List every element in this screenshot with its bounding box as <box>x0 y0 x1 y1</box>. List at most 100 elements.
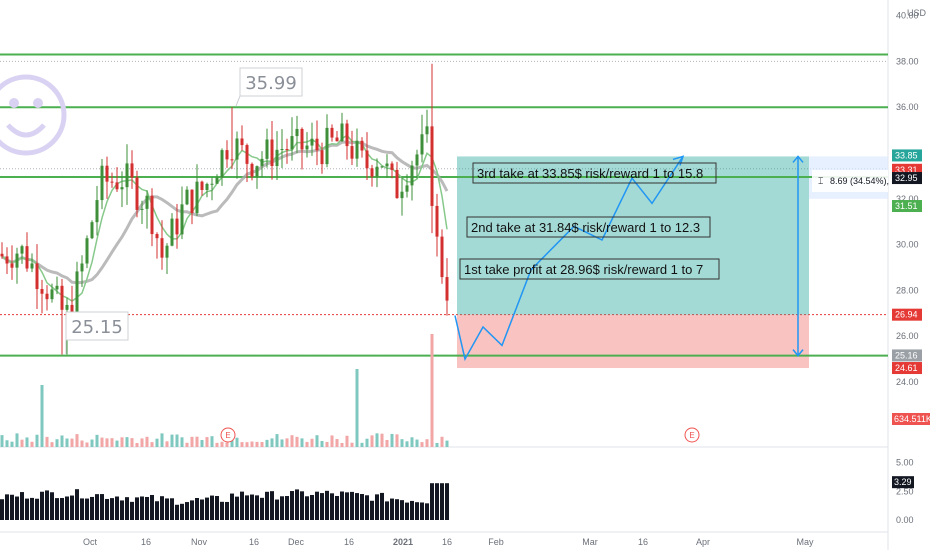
candle-body <box>55 285 59 290</box>
earnings-marker-icon <box>684 427 700 443</box>
volume-bar <box>215 442 219 447</box>
price-callout-label: 35.99 <box>245 73 297 94</box>
volume-bar <box>255 441 259 447</box>
candle-body <box>95 200 99 223</box>
volume-tag-bg <box>892 413 930 425</box>
annotation-box <box>466 216 711 238</box>
candle-body <box>280 149 284 151</box>
volume-bar <box>360 442 364 447</box>
volume-bar <box>305 441 309 447</box>
projection-path <box>454 155 684 362</box>
oscillator-bar <box>330 493 334 520</box>
volume-bar <box>295 436 299 447</box>
oscillator-bar <box>150 494 154 520</box>
oscillator-bar <box>410 500 414 520</box>
time-tick-label: Oct <box>83 537 98 547</box>
volume-bar <box>200 440 204 447</box>
volume-bar <box>80 440 84 447</box>
price-axis[interactable]: 24.00 26.00 28.00 30.00 32.00 36.00 38.00 40.00… <box>892 11 932 525</box>
candle-body <box>30 263 34 269</box>
measure-arrow-down-icon <box>792 349 804 357</box>
currency-label[interactable]: USD <box>907 8 927 18</box>
oscillator-bar <box>55 498 59 520</box>
oscillator-tick-label: 2.50 <box>896 486 914 496</box>
time-axis[interactable]: Oct 16 Nov 16 Dec 16 2021 16 Feb Mar 16 Apr May <box>83 537 814 547</box>
volume-bar <box>275 434 279 447</box>
candle-body <box>380 166 384 168</box>
volume-bar <box>120 437 124 447</box>
oscillator-bar <box>260 497 264 520</box>
ma-layer <box>1 134 449 303</box>
candle-body <box>410 165 414 186</box>
volume-bar <box>40 385 44 447</box>
time-tick-label: 16 <box>141 537 151 547</box>
candle-body <box>80 263 84 272</box>
oscillator-bar <box>395 499 399 520</box>
volume-bar <box>235 437 239 447</box>
candle-body <box>70 304 74 316</box>
oscillator-bar <box>435 483 439 520</box>
oscillator-bar <box>25 498 29 520</box>
candle-body <box>15 253 19 268</box>
candle-body <box>25 246 29 269</box>
oscillator-bar <box>345 492 349 520</box>
volume-bar <box>170 434 174 447</box>
candle-body <box>440 236 444 278</box>
volume-bar <box>265 439 269 447</box>
candle-body <box>165 245 169 258</box>
time-tick-label: Dec <box>288 537 305 547</box>
candle-body <box>240 138 244 146</box>
candle-body <box>275 149 279 166</box>
oscillator-bar <box>95 494 99 520</box>
oscillator-bar <box>225 501 229 520</box>
volume-bar <box>315 435 319 447</box>
candle-body <box>100 165 104 201</box>
candle-body <box>35 263 39 290</box>
volume-bar <box>415 439 419 447</box>
oscillator-bar <box>240 491 244 520</box>
oscillator-bar <box>155 501 159 520</box>
volume-bar <box>380 433 384 447</box>
volume-bar <box>0 435 4 447</box>
candle-body <box>10 263 14 268</box>
candle-body <box>370 168 374 177</box>
price-callout-box <box>239 67 303 97</box>
volume-bar <box>90 439 94 447</box>
oscillator-bar <box>285 496 289 520</box>
candle-body <box>300 128 304 150</box>
oscillator-bar <box>110 498 114 520</box>
volume-bar <box>115 440 119 447</box>
volume-bar <box>135 442 139 447</box>
volume-bar <box>445 440 449 447</box>
annotation-text: 1st take profit at 28.96$ risk/reward 1 … <box>464 262 703 277</box>
candle-body <box>365 150 369 169</box>
volume-bar <box>180 437 184 447</box>
oscillator-bar <box>380 492 384 520</box>
candle-body <box>430 126 434 206</box>
price-tag-label: 32.95 <box>895 173 918 183</box>
oscillator-bar <box>210 495 214 520</box>
candle-body <box>50 289 54 300</box>
price-tick-label: 40.00 <box>896 11 919 21</box>
drawing-layer: 35.99 25.15 ⌶ 8.69 (34.54%), 86 3rd take at … <box>65 67 902 362</box>
price-tag-label: 26.94 <box>895 310 918 320</box>
oscillator-bar <box>30 497 34 520</box>
smiley-icon <box>0 74 67 156</box>
candle-body <box>115 182 119 190</box>
volume-bar <box>220 441 224 447</box>
oscillator-bar <box>45 490 49 520</box>
price-tick-label: 36.00 <box>896 102 919 112</box>
oscillator-tag-bg <box>892 476 914 489</box>
candle-body <box>425 126 429 135</box>
oscillator-bar <box>250 494 254 520</box>
candle-body <box>375 166 379 177</box>
oscillator-bar <box>320 493 324 520</box>
oscillator-bar <box>85 498 89 520</box>
candle-body <box>175 218 179 235</box>
oscillator-bar <box>130 501 134 520</box>
oscillator-bar <box>190 500 194 520</box>
candle-body <box>220 150 224 178</box>
volume-bar <box>190 436 194 447</box>
